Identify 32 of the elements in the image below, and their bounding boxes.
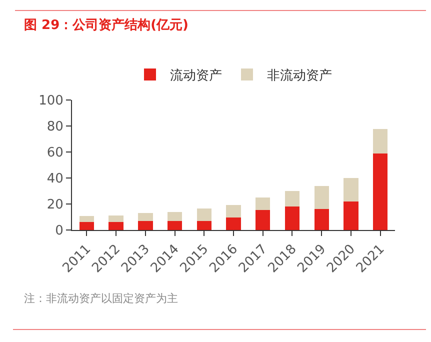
bar xyxy=(108,222,124,230)
bar xyxy=(108,215,124,222)
legend-label: 流动资产 xyxy=(170,68,222,84)
bar xyxy=(256,198,270,210)
bar xyxy=(167,212,182,221)
y-tick-label: 60 xyxy=(46,146,64,161)
bar xyxy=(256,210,270,230)
bar xyxy=(372,129,388,154)
text: 注：非流动资产以固定资产为主 xyxy=(24,291,178,307)
bar xyxy=(138,213,153,221)
bar xyxy=(372,153,388,230)
y-tick-label: 40 xyxy=(46,172,64,187)
chart-title: 图 29：公司资产结构(亿元) xyxy=(24,16,188,34)
bar xyxy=(196,220,212,230)
bar xyxy=(344,202,358,230)
bar xyxy=(226,217,241,230)
y-tick-label: 100 xyxy=(38,94,64,109)
y-tick-label: 20 xyxy=(46,198,64,213)
bar xyxy=(196,208,212,221)
bar xyxy=(314,208,329,230)
bar xyxy=(226,205,241,218)
bar xyxy=(79,216,94,222)
bar xyxy=(138,220,153,230)
y-tick-label: 80 xyxy=(46,120,64,135)
y-tick-label: 0 xyxy=(55,224,64,239)
bar xyxy=(284,206,300,230)
bar xyxy=(344,178,358,202)
bar xyxy=(167,220,182,230)
legend-label: 非流动资产 xyxy=(267,68,332,84)
bar xyxy=(314,186,329,209)
bar xyxy=(284,191,300,207)
bar xyxy=(79,222,94,230)
